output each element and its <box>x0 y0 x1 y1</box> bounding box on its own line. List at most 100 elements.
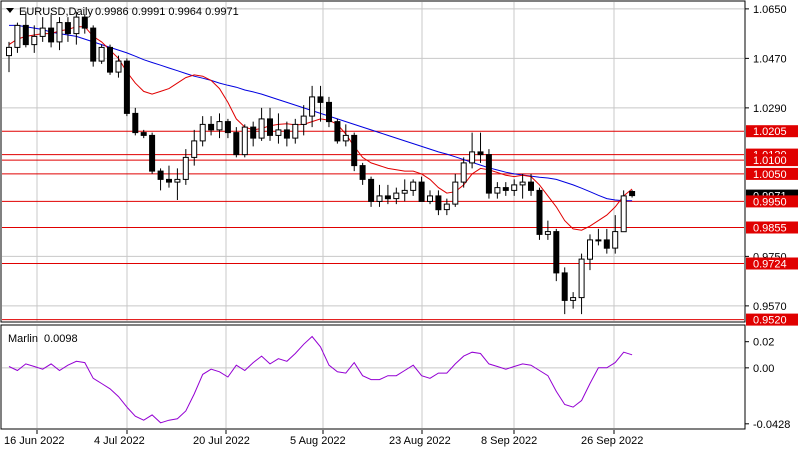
candle-body <box>22 24 29 46</box>
candle-body <box>359 165 366 180</box>
candle <box>64 17 71 42</box>
level-tag-box <box>746 195 798 208</box>
candle <box>157 168 164 191</box>
y-tick-label: 1.0290 <box>753 103 787 115</box>
candle <box>283 121 290 147</box>
level-tag-box <box>746 154 798 167</box>
candle-body <box>174 178 181 183</box>
candle <box>511 179 518 196</box>
candle-body <box>427 195 433 202</box>
candle <box>620 190 627 233</box>
candle <box>485 149 492 199</box>
candle <box>351 132 358 172</box>
candle-body <box>587 239 593 260</box>
candle <box>22 11 29 48</box>
candle <box>107 44 113 75</box>
candle <box>81 14 88 34</box>
candle-body <box>56 22 63 43</box>
candle <box>224 118 231 139</box>
candle <box>595 228 602 246</box>
candle-body <box>73 16 80 35</box>
candle-body <box>368 178 375 202</box>
candle-body <box>6 46 12 57</box>
candle <box>410 179 417 196</box>
candle-body <box>123 60 130 114</box>
main-panel-frame <box>0 0 746 323</box>
level-tag-text: 0.9855 <box>753 223 787 235</box>
candle-body <box>39 27 46 37</box>
candle <box>443 198 450 216</box>
indicator-value: 0.0098 <box>44 333 78 345</box>
candle-body <box>603 239 610 249</box>
candle-body <box>553 231 560 274</box>
candle-body <box>326 101 332 123</box>
candle <box>275 113 282 144</box>
level-tag: 0.9520 <box>746 313 798 327</box>
candle-body <box>115 60 122 73</box>
time-axis: 16 Jun 2022 4 Jul 2022 20 Jul 2022 5 Aug 20… <box>4 430 643 447</box>
candle <box>14 22 21 53</box>
candle <box>140 129 147 139</box>
candle <box>384 184 391 205</box>
candle <box>191 129 198 166</box>
candle <box>376 184 383 207</box>
candle-body <box>578 258 585 299</box>
y-tick-label: 0.9570 <box>753 301 787 313</box>
candle-body <box>443 203 450 211</box>
candle <box>98 44 105 64</box>
dropdown-triangle-icon[interactable] <box>6 8 14 13</box>
candle-body <box>485 154 492 194</box>
candle <box>31 25 38 53</box>
candle-body <box>64 22 71 35</box>
candle <box>553 228 560 282</box>
candle <box>334 118 341 144</box>
candle-body <box>292 123 299 139</box>
horizontal-levels <box>2 130 744 321</box>
candle <box>528 173 534 196</box>
candle <box>39 17 46 42</box>
level-tag: 1.0205 <box>746 125 798 138</box>
candle-body <box>283 129 290 139</box>
candle <box>56 17 63 51</box>
candle <box>292 118 299 144</box>
level-tag-text: 1.0050 <box>753 169 787 181</box>
candle-body <box>536 189 543 235</box>
candle <box>561 267 568 315</box>
y-tick-label: 1.0650 <box>753 4 787 16</box>
candle <box>536 187 543 240</box>
candle-body <box>401 189 408 194</box>
indicator-y-tick-label: 0.00 <box>753 363 774 375</box>
level-tag-box <box>746 221 798 234</box>
candle <box>149 132 156 174</box>
level-tag-box <box>746 167 798 180</box>
level-tag: 0.9950 <box>746 195 798 208</box>
candle-body <box>166 178 172 183</box>
candles <box>6 11 636 315</box>
level-tag: 0.9724 <box>746 257 798 271</box>
candle-body <box>250 126 257 139</box>
candle-body <box>81 16 88 29</box>
candle-body <box>300 115 307 125</box>
candle <box>250 121 257 147</box>
x-tick-label: 26 Sep 2022 <box>581 435 643 447</box>
candle <box>469 132 476 169</box>
level-tag-box <box>746 313 798 326</box>
candle <box>6 41 12 73</box>
candle-body <box>98 46 105 62</box>
oscillator <box>8 335 633 424</box>
candle <box>502 182 509 196</box>
level-tag-text: 1.0205 <box>753 126 787 138</box>
candle <box>132 107 139 136</box>
indicator-axis: 0.02 0.00 -0.0428 <box>745 337 790 431</box>
candle <box>73 11 80 45</box>
candle <box>174 168 181 200</box>
candle-body <box>224 121 231 134</box>
candle <box>241 124 248 158</box>
candle <box>612 215 619 254</box>
candle-body <box>342 134 349 142</box>
level-tag-text: 0.9520 <box>753 315 787 327</box>
candle-body <box>334 121 341 142</box>
candle <box>199 116 206 147</box>
candle-body <box>570 297 577 301</box>
